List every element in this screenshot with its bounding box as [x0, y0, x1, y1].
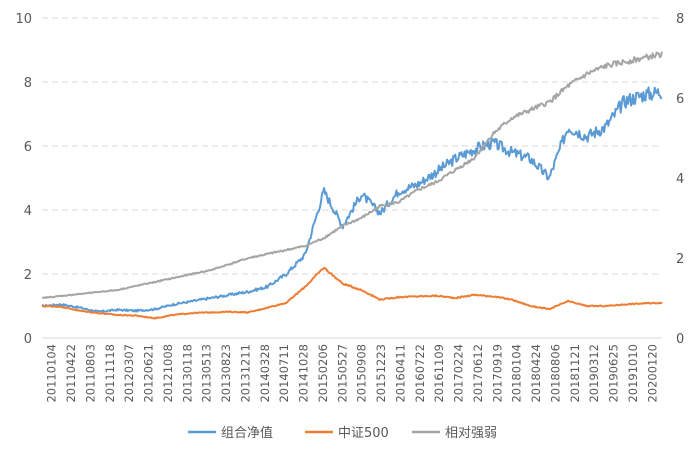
x-tick-label: 20121008 [161, 344, 175, 403]
x-tick-label: 20190312 [587, 344, 601, 403]
x-tick-label: 20150206 [316, 344, 330, 403]
x-tick-label: 20130118 [180, 344, 194, 403]
x-tick-label: 20180806 [548, 344, 562, 403]
x-tick-label: 20170224 [452, 344, 466, 403]
x-tick-label: 20140328 [258, 344, 272, 403]
x-tick-label: 20200120 [645, 344, 659, 403]
x-tick-label: 20140711 [277, 344, 291, 403]
x-tick-label: 20161109 [432, 344, 446, 403]
legend-label: 中证500 [338, 426, 389, 441]
y-left-tick-label: 0 [24, 332, 32, 347]
x-tick-label: 20180424 [529, 344, 543, 403]
series-group [41, 51, 663, 320]
y-left-tick-label: 8 [24, 76, 32, 91]
x-tick-label: 20111118 [103, 344, 117, 403]
legend-item: 组合净值 [188, 425, 273, 441]
x-axis: 20110104 20110422 20110803 20111118 20120307… [45, 344, 660, 403]
x-tick-label: 20131211 [238, 344, 252, 403]
y-left-tick-label: 10 [15, 12, 32, 27]
y-right-tick-label: 2 [676, 252, 684, 267]
x-tick-label: 20170919 [490, 344, 504, 403]
x-tick-label: 20130513 [200, 344, 214, 403]
y-left-tick-label: 6 [24, 140, 32, 155]
x-tick-label: 20190625 [607, 344, 621, 403]
x-tick-label: 20181121 [568, 344, 582, 403]
x-tick-label: 20150908 [355, 344, 369, 403]
x-tick-label: 20151223 [374, 344, 388, 403]
legend-item: 中证500 [305, 426, 389, 441]
y-left-tick-label: 4 [24, 204, 32, 219]
series-line-3 [41, 51, 663, 299]
y-right-tick-label: 6 [676, 92, 684, 107]
legend-label: 组合净值 [221, 425, 273, 441]
x-tick-label: 20141028 [297, 344, 311, 403]
x-tick-label: 20180104 [510, 344, 524, 403]
x-tick-label: 20120307 [122, 344, 136, 403]
x-tick-label: 20160722 [413, 344, 427, 403]
x-tick-label: 20150527 [335, 344, 349, 403]
legend-label: 相对强弱 [445, 426, 497, 441]
x-tick-label: 20110104 [45, 344, 59, 403]
x-tick-label: 20170612 [471, 344, 485, 403]
y-axis-left: 0 2 4 6 8 10 [15, 12, 32, 347]
x-tick-label: 20130823 [219, 344, 233, 403]
x-tick-label: 20120621 [142, 344, 156, 403]
series-line-1 [41, 86, 663, 313]
y-right-tick-label: 4 [676, 172, 684, 187]
legend: 组合净值 中证500 相对强弱 [188, 425, 497, 441]
y-right-tick-label: 8 [676, 12, 684, 27]
legend-item: 相对强弱 [412, 426, 497, 441]
y-axis-right: 0 2 4 6 8 [676, 12, 684, 347]
y-left-tick-label: 2 [24, 268, 32, 283]
series-line-2 [41, 266, 663, 320]
x-tick-label: 20110422 [64, 344, 78, 403]
x-tick-label: 20191010 [626, 344, 640, 403]
gridlines [42, 17, 662, 339]
x-tick-label: 20160411 [393, 344, 407, 403]
y-right-tick-label: 0 [676, 332, 684, 347]
x-tick-label: 20110803 [83, 344, 97, 403]
